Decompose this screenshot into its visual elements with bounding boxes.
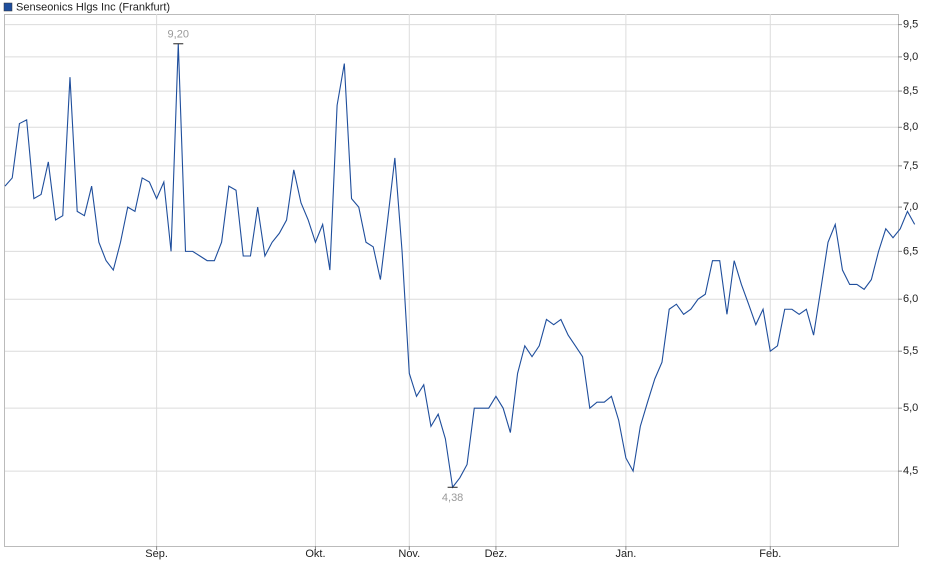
y-tick-label: 6,5 [903, 245, 918, 257]
value-label: 4,38 [442, 492, 463, 504]
legend-swatch [3, 2, 13, 12]
y-tick-label: 9,0 [903, 51, 918, 63]
legend-label: Senseonics Hlgs Inc (Frankfurt) [16, 1, 170, 13]
y-tick-label: 6,0 [903, 293, 918, 305]
y-tick-label: 7,0 [903, 201, 918, 213]
y-tick-label: 5,0 [903, 402, 918, 414]
x-tick-label: Nov. [398, 548, 420, 560]
y-tick-label: 8,5 [903, 85, 918, 97]
y-tick-label: 5,5 [903, 345, 918, 357]
x-tick-label: Jan. [615, 548, 636, 560]
y-tick-label: 9,5 [903, 19, 918, 31]
x-tick-label: Okt. [305, 548, 325, 560]
x-tick-label: Feb. [759, 548, 781, 560]
y-tick-label: 7,5 [903, 160, 918, 172]
y-tick-label: 8,0 [903, 121, 918, 133]
value-label: 9,20 [168, 29, 189, 41]
y-tick-label: 4,5 [903, 465, 918, 477]
x-tick-label: Dez. [485, 548, 508, 560]
price-line [4, 43, 916, 489]
plot-frame [4, 14, 899, 547]
x-tick-label: Sep. [145, 548, 168, 560]
